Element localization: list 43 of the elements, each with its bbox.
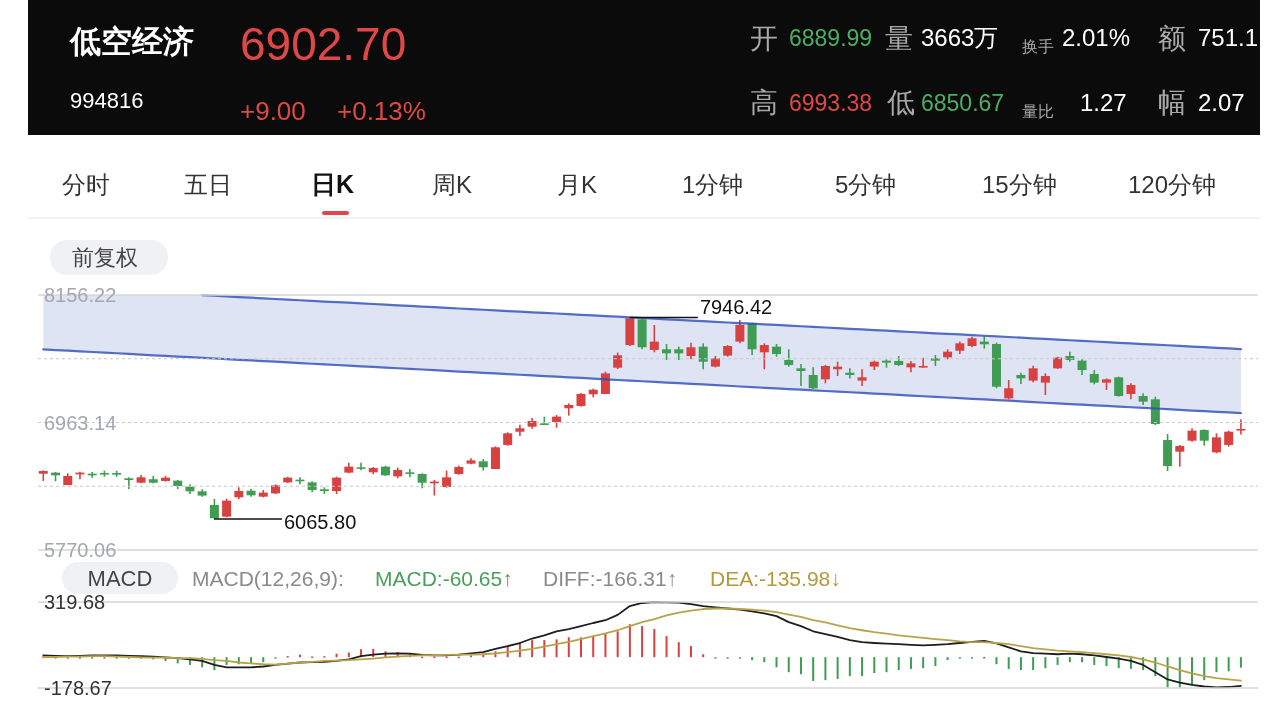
text: 量 [885,23,913,54]
text: 周K [432,171,473,198]
text: 量比 [1022,103,1054,120]
text: +9.00 [240,96,306,126]
text: 幅 [1158,87,1186,118]
text: 分时 [62,171,110,198]
text: 开 [750,23,778,54]
text: 15分钟 [982,171,1057,198]
text: 额 [1158,23,1186,54]
text: 1分钟 [682,171,744,198]
text: 月K [557,171,598,198]
annotation: 7946.42 [699,296,773,319]
text: MACD:-60.65↑ [375,567,513,590]
y-tick-label: 319.68 [44,591,106,613]
chart-title: 低空经济 [69,24,194,59]
text: 120分钟 [1128,171,1217,198]
text: 前复权 [72,245,138,270]
text: DIFF:-166.31↑ [543,567,678,590]
text: 751.1 [1198,24,1259,51]
text: 高 [750,87,778,118]
y-tick-label: -178.67 [44,677,112,699]
text: +0.13% [337,96,426,126]
text: 2.07 [1198,89,1245,116]
text: DEA:-135.98↓ [710,567,841,590]
text: 3663万 [921,24,999,51]
y-tick-label: 5770.06 [44,539,117,561]
text: 6850.67 [921,90,1005,116]
text: 1.27 [1080,89,1127,116]
y-tick-label: 8156.22 [44,284,117,306]
text: 6993.38 [789,90,873,116]
annotation: 6065.80 [284,511,357,533]
text: 2.01% [1062,24,1131,51]
y-tick-label: 6963.14 [44,411,117,434]
text: 5分钟 [835,171,897,198]
text: 6889.99 [789,25,873,51]
chart-title: MACD [87,566,153,591]
text: 换手 [1022,38,1054,55]
text: MACD(12,26,9): [192,567,344,590]
text: 日K [311,170,355,198]
text: 6902.70 [240,18,407,70]
chart-subtitle: 994816 [70,88,144,113]
text: 低 [887,87,915,118]
text: 五日 [184,171,232,198]
